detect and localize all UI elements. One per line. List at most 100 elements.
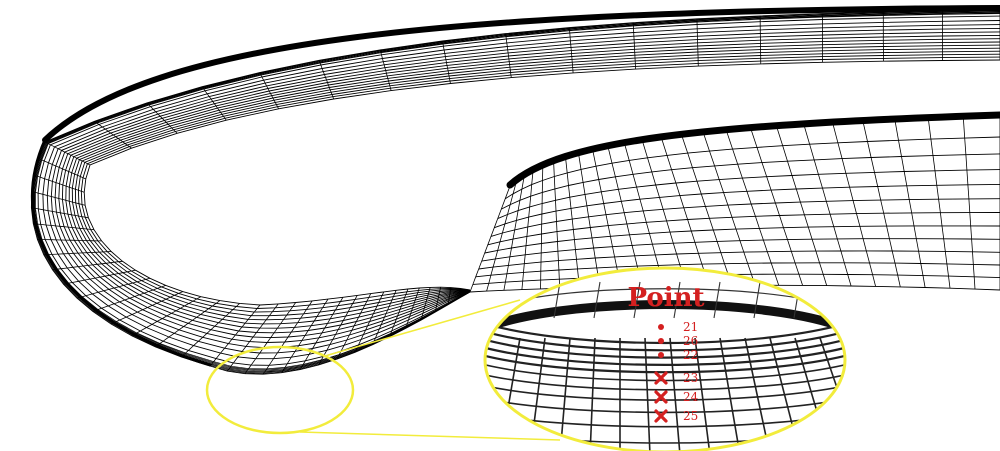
zoom-mesh-line <box>719 337 741 451</box>
mesh-line <box>459 288 461 298</box>
point-marker-cross <box>654 371 668 385</box>
mesh-line <box>503 175 525 291</box>
mesh-line <box>434 287 441 313</box>
mesh-line <box>497 169 1000 220</box>
mesh-line <box>259 72 279 109</box>
mesh-line <box>568 27 574 73</box>
point-label: 23 <box>683 371 698 385</box>
zoom-mesh-line <box>485 334 845 359</box>
point-label: 24 <box>683 390 699 404</box>
mesh-line <box>38 158 86 180</box>
mesh-line <box>94 120 132 149</box>
mesh-line <box>725 130 780 286</box>
mesh-line <box>65 41 1000 329</box>
mesh-line <box>146 102 178 134</box>
mesh-line <box>372 290 397 345</box>
mesh-line <box>702 132 756 286</box>
mesh-line <box>505 33 512 78</box>
zoom-mesh-line <box>519 288 811 301</box>
mesh-line <box>32 10 1000 373</box>
mesh-line <box>76 277 151 299</box>
mesh-line <box>155 300 221 348</box>
mesh-line <box>442 40 451 84</box>
mesh-line <box>110 291 183 325</box>
point-label: 25 <box>683 409 698 423</box>
detail-ellipse-small <box>205 345 355 435</box>
mesh-line <box>299 297 344 370</box>
mesh-line <box>565 157 580 288</box>
mesh-line <box>420 287 431 321</box>
zoom-mesh-line <box>694 337 711 451</box>
mesh-line <box>405 287 420 329</box>
mesh-line <box>894 119 926 288</box>
zoom-connectors <box>299 299 561 441</box>
mesh-line <box>63 269 136 285</box>
outer-left-edge <box>30 138 212 367</box>
zoom-mesh-line <box>485 326 845 352</box>
mesh-line <box>44 141 91 166</box>
surface-mesh <box>30 9 1000 375</box>
mesh-line <box>641 140 687 286</box>
mesh-line <box>681 134 733 286</box>
mesh-line <box>209 304 261 367</box>
inner-flange-edge <box>506 111 1000 189</box>
mesh-line <box>318 60 335 100</box>
outer-top-edge <box>42 5 1000 143</box>
zoom-mesh-line <box>593 281 601 319</box>
point-marker-dot <box>658 324 664 330</box>
mesh-line <box>478 250 1000 270</box>
mesh-line <box>521 170 534 290</box>
mesh-line <box>354 291 385 353</box>
mesh-line <box>336 293 372 360</box>
zoom-title: Point <box>628 283 705 313</box>
mesh-line <box>31 10 1000 374</box>
mesh-line <box>962 117 976 290</box>
mesh-line <box>504 136 1000 200</box>
mesh-line <box>379 49 392 91</box>
mesh-line <box>31 191 86 206</box>
mesh-line <box>578 153 601 288</box>
mesh-line <box>447 287 452 305</box>
point-label: 26 <box>683 334 698 348</box>
zoom-mesh-line <box>589 337 596 451</box>
mesh-line <box>201 86 227 121</box>
mesh-line <box>469 185 511 293</box>
mesh-line <box>624 142 665 286</box>
zoom-mesh-line <box>485 342 845 366</box>
point-marker-cross <box>654 390 668 404</box>
mesh-line <box>92 285 166 312</box>
mesh-line <box>318 295 358 366</box>
mesh-line <box>31 207 89 219</box>
mesh-line <box>131 296 202 337</box>
point-marker-cross <box>654 409 668 423</box>
zoom-mesh-line <box>553 281 561 319</box>
mesh-line <box>832 122 876 287</box>
mesh-line <box>37 239 102 242</box>
mesh-line <box>490 198 1000 237</box>
mesh-line <box>803 124 852 287</box>
mesh-line <box>553 161 561 289</box>
mesh-line <box>486 180 518 292</box>
mesh-line <box>74 50 1000 317</box>
mesh-line <box>281 298 329 373</box>
zoom-rim-band <box>485 300 845 335</box>
mesh-line <box>776 126 828 286</box>
mesh-line <box>244 302 297 374</box>
mesh-line <box>592 149 622 287</box>
mesh-line <box>501 153 1000 210</box>
mesh-line <box>696 18 699 67</box>
zoom-mesh-line <box>713 281 721 319</box>
mesh-line <box>33 174 85 193</box>
mesh-line <box>759 15 762 64</box>
mesh-line <box>58 34 1000 339</box>
zoom-mesh-line <box>485 370 845 391</box>
mesh-line <box>607 146 643 287</box>
zoom-mesh-line <box>485 317 845 345</box>
mesh-line <box>43 251 112 256</box>
point-label: 21 <box>683 320 698 334</box>
mesh-line <box>632 22 636 70</box>
mesh-line <box>862 121 901 287</box>
zoom-mesh-line <box>633 281 641 319</box>
